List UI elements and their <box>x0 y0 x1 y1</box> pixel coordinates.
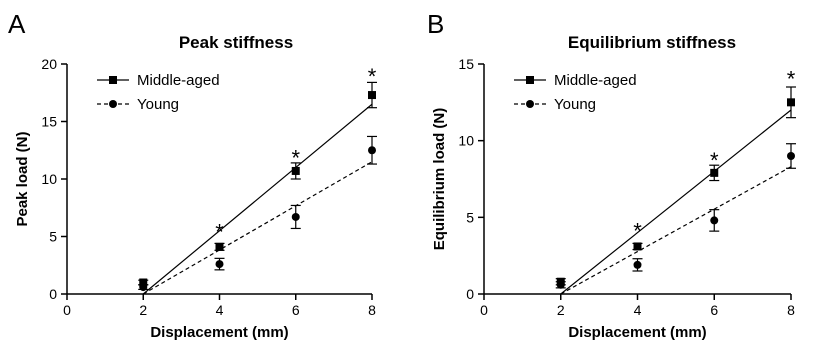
data-point-circle <box>291 212 300 221</box>
significance-star: * <box>710 148 719 173</box>
legend-marker-circle <box>109 100 117 108</box>
x-tick-label: 0 <box>63 302 71 318</box>
series-middle-aged <box>555 86 796 295</box>
x-tick-label: 8 <box>787 302 795 318</box>
y-axis-label: Peak load (N) <box>14 131 31 226</box>
x-tick-label: 4 <box>634 302 642 318</box>
y-tick-label: 0 <box>466 286 474 302</box>
data-point-square <box>787 98 795 107</box>
fit-line <box>142 161 373 295</box>
x-axis-label: Displacement (mm) <box>150 324 288 341</box>
fit-line <box>142 103 373 295</box>
legend-label: Young <box>137 96 179 113</box>
data-point-square <box>368 91 376 100</box>
y-axis-label: Equilibrium load (N) <box>431 108 448 251</box>
data-point-circle <box>787 152 795 160</box>
legend-marker-square <box>109 76 117 84</box>
series-young <box>138 135 377 295</box>
series-middle-aged <box>138 81 377 295</box>
legend: Middle-aged Young <box>514 72 637 113</box>
chart-title: Peak stiffness <box>179 33 293 52</box>
fit-line <box>560 109 792 295</box>
data-point-circle <box>710 216 719 225</box>
x-tick-label: 4 <box>216 302 224 318</box>
data-point-square <box>215 242 224 251</box>
data-point-circle <box>556 280 565 289</box>
legend-marker-square <box>526 76 534 84</box>
data-point-circle <box>368 146 376 155</box>
legend-marker-circle <box>526 100 534 108</box>
y-tick-label: 15 <box>458 56 474 72</box>
significance-star: * <box>368 64 377 89</box>
significance-star: * <box>291 146 300 171</box>
data-point-square <box>139 278 148 287</box>
x-tick-label: 6 <box>710 302 718 318</box>
y-tick-label: 0 <box>49 286 57 302</box>
y-tick-label: 5 <box>49 229 57 245</box>
y-tick-label: 15 <box>41 114 57 130</box>
series-young <box>555 143 796 295</box>
x-tick-label: 2 <box>557 302 565 318</box>
y-tick-label: 10 <box>41 171 57 187</box>
legend-label: Young <box>554 96 596 113</box>
chart-title: Equilibrium stiffness <box>568 33 736 52</box>
data-point-circle <box>633 260 642 269</box>
x-axis-label: Displacement (mm) <box>568 324 706 341</box>
significance-star: * <box>787 67 796 92</box>
x-tick-label: 8 <box>368 302 376 318</box>
data-point-circle <box>139 283 148 292</box>
data-point-square <box>633 242 642 251</box>
legend-label: Middle-aged <box>137 72 220 89</box>
y-tick-label: 20 <box>41 56 57 72</box>
significance-star: * <box>633 219 642 244</box>
legend: Middle-aged Young <box>97 72 220 113</box>
y-tick-label: 10 <box>458 133 474 149</box>
x-tick-label: 6 <box>292 302 300 318</box>
data-point-square <box>291 166 300 175</box>
significance-star: * <box>215 219 224 244</box>
x-tick-label: 0 <box>480 302 488 318</box>
fit-line <box>560 166 792 295</box>
x-tick-label: 2 <box>139 302 147 318</box>
panel-letter: A <box>8 9 26 39</box>
panel-letter: B <box>427 9 444 39</box>
data-point-square <box>710 168 719 177</box>
data-point-circle <box>215 260 224 269</box>
chart-panel-a: A Peak stiffness 0 2 4 6 8 0 5 10 15 20 Displacement… <box>8 9 377 341</box>
legend-label: Middle-aged <box>554 72 637 89</box>
chart-panel-b: B Equilibrium stiffness 0 2 4 6 8 0 5 10 15 Displac… <box>427 9 796 341</box>
y-tick-label: 5 <box>466 209 474 225</box>
